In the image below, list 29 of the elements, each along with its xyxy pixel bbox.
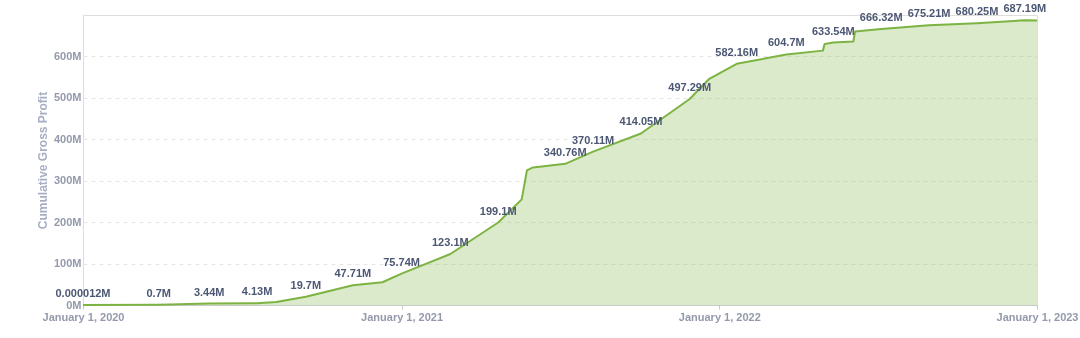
data-label: 604.7M <box>767 36 805 49</box>
y-tick-label: 400M <box>53 132 82 145</box>
y-tick-label: 0M <box>66 298 82 311</box>
data-label: 75.74M <box>383 255 420 268</box>
data-label: 47.71M <box>334 267 372 280</box>
y-tick-label: 500M <box>53 91 82 104</box>
data-label: 123.1M <box>431 236 469 248</box>
data-label: 666.32M <box>859 10 903 23</box>
data-label: 370.11M <box>571 133 615 146</box>
data-label: 3.44M <box>193 285 225 298</box>
data-label: 687.19M <box>1003 2 1047 15</box>
data-label: 680.25M <box>955 5 999 18</box>
data-label: 675.21M <box>907 7 951 20</box>
y-tick-label: 200M <box>53 215 82 228</box>
data-label: 340.76M <box>543 145 587 158</box>
data-label: 0.7M <box>146 286 171 299</box>
x-tick-label: January 1, 2021 <box>361 310 444 323</box>
y-tick-label: 100M <box>53 257 82 270</box>
x-tick-label: January 1, 2022 <box>678 310 761 323</box>
y-tick-label: 600M <box>53 49 82 62</box>
x-tick-label: January 1, 2020 <box>42 310 125 323</box>
y-tick-label: 300M <box>53 174 82 187</box>
data-label: 0.000012M <box>55 287 111 299</box>
y-axis-title: Cumulative Gross Profit <box>35 91 50 230</box>
data-label: 4.13M <box>241 285 273 298</box>
data-label: 633.54M <box>811 24 855 37</box>
data-label: 19.7M <box>290 278 322 291</box>
x-tick-label: January 1, 2023 <box>996 310 1079 323</box>
data-label: 582.16M <box>715 45 759 58</box>
